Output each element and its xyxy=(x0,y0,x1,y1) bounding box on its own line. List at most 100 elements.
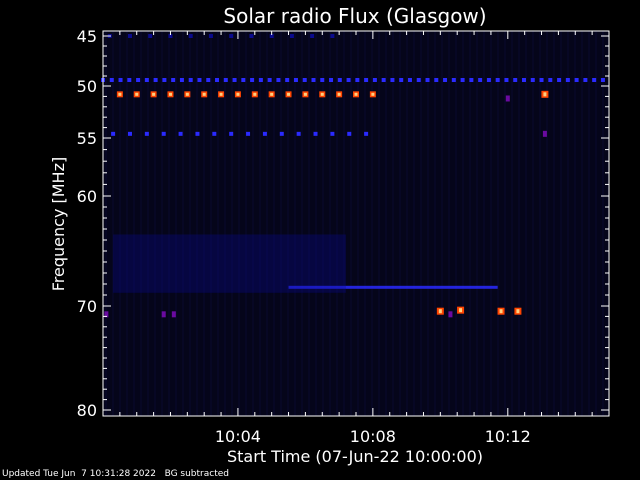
band-segment xyxy=(168,34,173,38)
x-tick-label: 10:04 xyxy=(215,427,261,446)
x-axis: 10:04 10:08 10:12 xyxy=(102,31,610,446)
band-segment xyxy=(330,131,335,136)
texture-column xyxy=(581,31,583,416)
texture-column xyxy=(441,31,443,416)
emission-spot xyxy=(171,311,176,318)
dashed-band xyxy=(111,131,369,136)
plot-area xyxy=(101,30,610,417)
y-tick-label: 60 xyxy=(77,187,97,206)
continuous-band xyxy=(288,285,498,289)
band-segment xyxy=(127,34,132,38)
texture-column xyxy=(266,31,268,416)
texture-column xyxy=(189,31,191,416)
band-segment-core xyxy=(371,92,375,96)
band-segment-core xyxy=(168,92,172,96)
band-segment xyxy=(486,78,491,82)
texture-column xyxy=(560,31,562,416)
chart-title: Solar radio Flux (Glasgow) xyxy=(223,4,486,28)
emission-spot xyxy=(448,311,453,318)
texture-column xyxy=(539,31,541,416)
texture-column xyxy=(224,31,226,416)
y-tick-label: 45 xyxy=(77,27,97,46)
x-tick-label: 10:12 xyxy=(485,427,531,446)
texture-column xyxy=(315,31,317,416)
band-segment xyxy=(258,78,263,82)
band-segment xyxy=(232,78,237,82)
texture-column xyxy=(399,31,401,416)
band-segment xyxy=(296,131,301,136)
texture-column xyxy=(287,31,289,416)
background-texture xyxy=(105,31,604,416)
band-segment xyxy=(416,78,421,82)
band-segment-core xyxy=(236,92,240,96)
band-segment xyxy=(425,78,430,82)
band-segment xyxy=(548,78,553,82)
band-segment xyxy=(188,78,193,82)
burst-marker-core xyxy=(543,92,547,97)
band-segment xyxy=(434,78,439,82)
texture-column xyxy=(504,31,506,416)
y-axis-label: Frequency [MHz] xyxy=(49,157,68,291)
band-segment xyxy=(223,78,228,82)
band-segment xyxy=(250,78,255,82)
band-segment xyxy=(109,78,114,82)
texture-column xyxy=(329,31,331,416)
band-segment xyxy=(229,131,234,136)
texture-column xyxy=(546,31,548,416)
band-segment xyxy=(118,78,123,82)
texture-column xyxy=(140,31,142,416)
band-segment xyxy=(592,78,597,82)
texture-column xyxy=(518,31,520,416)
band-segment xyxy=(241,78,246,82)
band-segment-core xyxy=(337,92,341,96)
emission-spot xyxy=(542,130,547,137)
band-segment xyxy=(347,131,352,136)
texture-column xyxy=(567,31,569,416)
band-segment xyxy=(337,78,342,82)
texture-column xyxy=(434,31,436,416)
texture-column xyxy=(147,31,149,416)
bg-subtracted-note: BG subtracted xyxy=(164,469,229,479)
band-segment xyxy=(171,78,176,82)
band-segment xyxy=(246,131,251,136)
texture-column xyxy=(455,31,457,416)
texture-column xyxy=(469,31,471,416)
band-segment xyxy=(504,78,509,82)
band-segment xyxy=(330,34,335,38)
emission-spot xyxy=(161,311,166,318)
band-segment-core xyxy=(253,92,257,96)
band-segment xyxy=(161,131,166,136)
band-segment xyxy=(583,78,588,82)
band-segment xyxy=(320,78,325,82)
band-segment xyxy=(279,131,284,136)
band-segment xyxy=(390,78,395,82)
texture-column xyxy=(154,31,156,416)
texture-column xyxy=(378,31,380,416)
band-segment xyxy=(530,78,535,82)
texture-column xyxy=(175,31,177,416)
texture-column xyxy=(392,31,394,416)
band-segment xyxy=(178,131,183,136)
band-segment xyxy=(136,78,141,82)
updated-timestamp: Updated Tue Jun 7 10:31:28 2022 xyxy=(2,469,156,479)
band-segment xyxy=(311,78,316,82)
band-segment xyxy=(111,131,116,136)
texture-column xyxy=(133,31,135,416)
texture-column xyxy=(420,31,422,416)
footer: Updated Tue Jun 7 10:31:28 2022 BG subtr… xyxy=(2,469,229,479)
band-segment xyxy=(469,78,474,82)
texture-column xyxy=(322,31,324,416)
band-segment xyxy=(293,78,298,82)
band-segment xyxy=(310,34,315,38)
band-segment xyxy=(451,78,456,82)
texture-column xyxy=(602,31,604,416)
texture-column xyxy=(210,31,212,416)
band-segment xyxy=(495,78,500,82)
texture-column xyxy=(364,31,366,416)
band-segment xyxy=(574,78,579,82)
texture-column xyxy=(532,31,534,416)
texture-column xyxy=(476,31,478,416)
band-segment xyxy=(215,78,220,82)
band-segment-core xyxy=(287,92,291,96)
